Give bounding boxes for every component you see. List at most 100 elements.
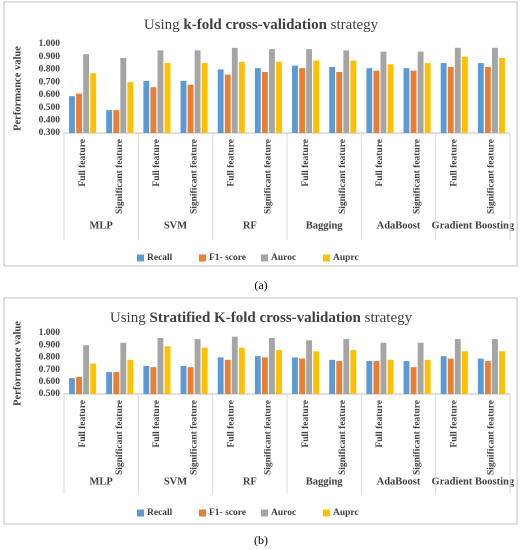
bar bbox=[69, 96, 75, 133]
caption: (b) bbox=[254, 533, 268, 547]
bar bbox=[217, 357, 224, 394]
y-tick-label: 0.500 bbox=[39, 389, 61, 399]
bar bbox=[373, 70, 380, 133]
bar bbox=[410, 70, 417, 133]
bar bbox=[238, 347, 245, 394]
bar bbox=[380, 51, 387, 133]
x-tick-label: Full feature bbox=[78, 400, 88, 448]
chart-title: Using Stratified K-fold cross-validation… bbox=[110, 310, 413, 326]
x-tick-label: Full feature bbox=[375, 139, 385, 187]
bar bbox=[499, 57, 505, 133]
bar bbox=[127, 82, 134, 133]
bar bbox=[261, 357, 268, 394]
bar bbox=[410, 367, 417, 394]
y-tick-label: 0.800 bbox=[39, 353, 61, 363]
bar bbox=[292, 65, 298, 133]
x-tick-label: Full feature bbox=[301, 139, 311, 187]
bar bbox=[343, 339, 350, 394]
y-tick-label: 0.700 bbox=[39, 77, 61, 87]
title-part: k-fold cross-validation bbox=[183, 17, 327, 33]
y-tick-label: 0.700 bbox=[39, 365, 61, 375]
y-tick-label: 0.300 bbox=[39, 128, 61, 138]
x-tick-label: Full feature bbox=[226, 139, 236, 187]
x-tick-label: Full feature bbox=[449, 400, 459, 448]
bar bbox=[231, 336, 238, 394]
bar bbox=[90, 363, 97, 394]
legend-swatch bbox=[261, 254, 268, 262]
bar bbox=[201, 63, 208, 134]
group-label: SVM bbox=[164, 476, 187, 487]
y-tick-label: 1.000 bbox=[39, 39, 61, 49]
bar bbox=[224, 359, 231, 394]
group-label: RF bbox=[243, 220, 257, 231]
bar bbox=[329, 66, 336, 133]
bar bbox=[306, 340, 313, 394]
bar bbox=[299, 358, 305, 394]
bar bbox=[76, 93, 82, 133]
bar bbox=[329, 359, 336, 394]
bar bbox=[224, 74, 231, 133]
x-tick-label: Significant feature bbox=[189, 139, 199, 214]
bar bbox=[292, 357, 298, 394]
bar bbox=[69, 378, 75, 394]
bar bbox=[447, 66, 454, 133]
x-tick-label: Significant feature bbox=[412, 400, 422, 475]
title-part: Stratified K-fold cross-validation bbox=[149, 310, 361, 326]
bar bbox=[477, 63, 484, 134]
bar bbox=[447, 358, 454, 394]
bar bbox=[194, 339, 201, 394]
x-tick-label: Full feature bbox=[449, 139, 459, 187]
x-tick-label: Full feature bbox=[152, 139, 162, 187]
bar bbox=[477, 358, 484, 394]
caption: (a) bbox=[254, 278, 267, 292]
legend-swatch bbox=[323, 254, 330, 262]
bar bbox=[254, 356, 261, 394]
bar bbox=[120, 57, 127, 133]
bar bbox=[306, 49, 313, 134]
x-tick-label: Full feature bbox=[152, 400, 162, 448]
legend-label: Auroc bbox=[271, 253, 296, 263]
x-tick-label: Significant feature bbox=[338, 400, 348, 475]
legend-label: Auprc bbox=[333, 253, 359, 263]
bar bbox=[269, 49, 275, 134]
bar bbox=[261, 71, 268, 133]
bar bbox=[417, 51, 424, 133]
bar bbox=[299, 68, 305, 133]
bar bbox=[180, 365, 187, 394]
x-tick-label: Full feature bbox=[226, 400, 236, 448]
y-tick-label: 0.800 bbox=[39, 65, 61, 75]
y-axis-label: Performance value bbox=[12, 46, 23, 131]
title-part: Using bbox=[110, 310, 150, 326]
bar bbox=[187, 84, 194, 133]
group-label: AdaBoost bbox=[377, 220, 421, 231]
chart-frame bbox=[3, 297, 518, 525]
bar bbox=[157, 337, 164, 394]
legend-label: F1- score bbox=[209, 508, 246, 518]
bar bbox=[313, 60, 320, 133]
y-tick-label: 0.900 bbox=[39, 340, 61, 350]
bar bbox=[440, 356, 447, 394]
bar bbox=[269, 337, 275, 394]
bar bbox=[366, 68, 373, 133]
bar bbox=[217, 69, 224, 133]
bar bbox=[254, 68, 261, 133]
bar bbox=[336, 71, 343, 133]
legend-swatch bbox=[199, 509, 206, 517]
bar bbox=[350, 60, 357, 133]
bar bbox=[201, 347, 208, 394]
bar bbox=[403, 361, 410, 394]
bar bbox=[106, 372, 113, 394]
bar bbox=[424, 63, 431, 134]
x-tick-label: Significant feature bbox=[264, 139, 274, 214]
legend-label: Recall bbox=[147, 508, 173, 518]
bar bbox=[484, 66, 491, 133]
legend-label: Auprc bbox=[333, 508, 359, 518]
bar bbox=[164, 346, 171, 394]
title-part: Using bbox=[144, 17, 184, 33]
bar bbox=[83, 345, 90, 394]
x-tick-label: Significant feature bbox=[115, 400, 125, 475]
x-tick-label: Significant feature bbox=[189, 400, 199, 475]
bar bbox=[440, 63, 447, 134]
bar bbox=[76, 376, 82, 394]
